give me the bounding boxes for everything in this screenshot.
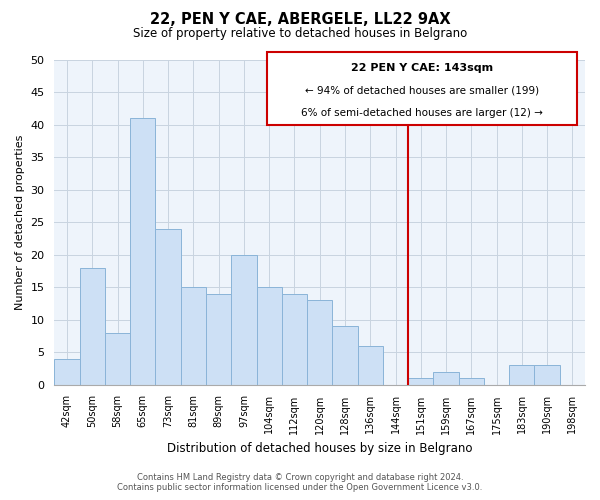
Bar [257,287,282,384]
Bar [535,365,560,384]
Bar [332,326,358,384]
Y-axis label: Number of detached properties: Number of detached properties [15,134,25,310]
Text: 6% of semi-detached houses are larger (12) →: 6% of semi-detached houses are larger (1… [301,108,543,118]
Bar [80,268,105,384]
Bar [408,378,433,384]
Bar [358,346,383,385]
Bar [307,300,332,384]
Bar [130,118,155,384]
X-axis label: Distribution of detached houses by size in Belgrano: Distribution of detached houses by size … [167,442,472,455]
Bar [231,254,257,384]
Bar [282,294,307,384]
Bar [105,332,130,384]
Bar [206,294,231,384]
Bar [181,287,206,384]
Bar [55,358,80,384]
Text: ← 94% of detached houses are smaller (199): ← 94% of detached houses are smaller (19… [305,86,539,96]
Text: Size of property relative to detached houses in Belgrano: Size of property relative to detached ho… [133,28,467,40]
Text: Contains HM Land Registry data © Crown copyright and database right 2024.
Contai: Contains HM Land Registry data © Crown c… [118,473,482,492]
Text: 22 PEN Y CAE: 143sqm: 22 PEN Y CAE: 143sqm [351,63,493,73]
Text: 22, PEN Y CAE, ABERGELE, LL22 9AX: 22, PEN Y CAE, ABERGELE, LL22 9AX [149,12,451,28]
Bar [509,365,535,384]
Bar [458,378,484,384]
Bar [433,372,458,384]
FancyBboxPatch shape [266,52,577,125]
Bar [155,228,181,384]
